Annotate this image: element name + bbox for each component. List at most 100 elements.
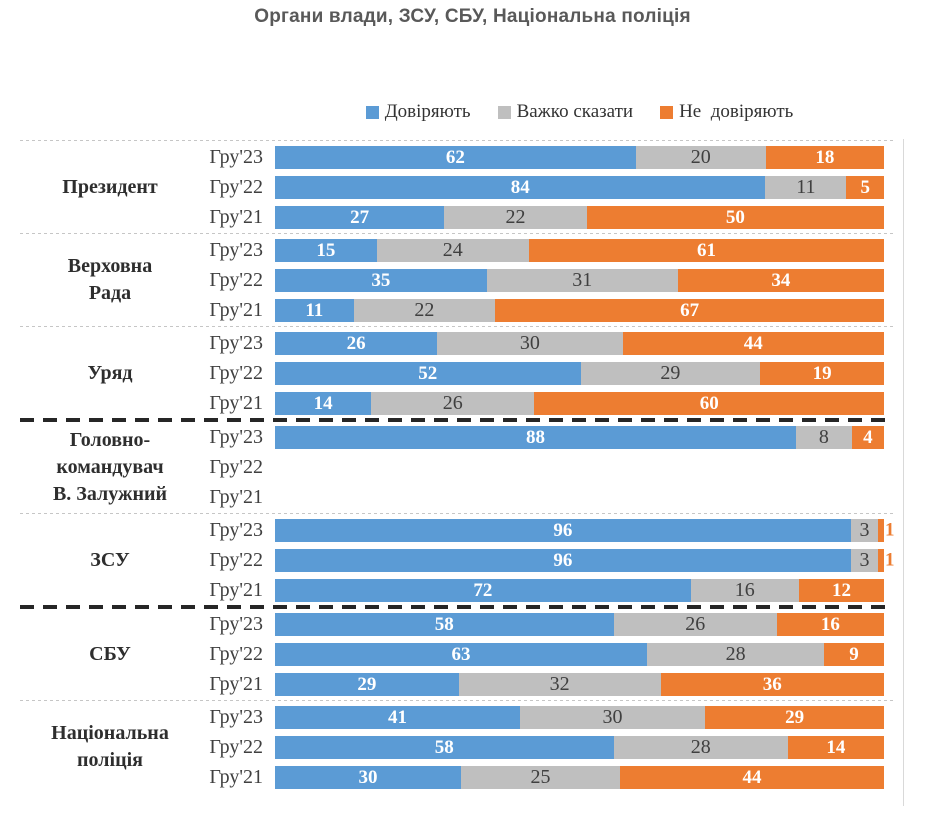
chart-row: Гру'21 30 25 44 xyxy=(200,762,894,792)
bar-segment-trust: 27 xyxy=(275,205,445,229)
stacked-bar: 27 22 50 xyxy=(275,205,884,229)
chart-row: Гру'22 84 11 5 xyxy=(200,172,894,202)
segment-value: 67 xyxy=(680,299,700,321)
bar-segment-distrust: 16 xyxy=(776,612,884,636)
segment-value: 36 xyxy=(762,673,782,695)
stacked-bar xyxy=(275,456,884,479)
legend-label-distrust: Не довіряють xyxy=(679,101,794,122)
bar-segment-hard-to-say: 3 xyxy=(850,518,879,542)
separator-dotted-line xyxy=(20,140,894,141)
segment-value: 28 xyxy=(725,643,746,665)
segment-value: 12 xyxy=(831,579,851,601)
group-rows: Гру'23 96 3 1 Гру'22 96 3 1 Гру'21 72 16 12 xyxy=(200,515,895,605)
group-label: Головно- командувач В. Залужний xyxy=(52,428,168,505)
segment-value: 22 xyxy=(505,206,526,228)
segment-value: 1 xyxy=(885,519,895,541)
bar-segment-hard-to-say: 30 xyxy=(437,331,623,355)
bar-segment-hard-to-say: 26 xyxy=(613,612,777,636)
group-5: СБУ Гру'23 58 26 16 Гру'22 63 28 9 Гру'21 29 32 36 xyxy=(20,609,894,699)
segment-value: 44 xyxy=(742,766,762,788)
bar-segment-trust: 52 xyxy=(275,361,581,385)
chart-title: Органи влади, ЗСУ, СБУ, Національна полі… xyxy=(254,6,691,27)
bar-segment-hard-to-say: 20 xyxy=(635,145,766,169)
segment-value: 24 xyxy=(442,239,463,261)
chart-row: Гру'23 26 30 44 xyxy=(200,328,894,358)
stacked-bar: 41 30 29 xyxy=(275,705,884,729)
segment-value: 3 xyxy=(859,519,870,541)
period-label: Гру'21 xyxy=(209,391,263,414)
period-label: Гру'22 xyxy=(209,548,263,571)
chart-row: Гру'22 xyxy=(200,452,894,482)
segment-value: 20 xyxy=(690,146,711,168)
segment-value: 26 xyxy=(346,332,366,354)
chart-row: Гру'22 35 31 34 xyxy=(200,265,894,295)
period-label: Гру'23 xyxy=(209,612,263,635)
segment-value: 29 xyxy=(660,362,681,384)
segment-value: 29 xyxy=(785,706,805,728)
segment-value: 16 xyxy=(820,613,840,635)
segment-value: 61 xyxy=(696,239,716,261)
chart-row: Гру'22 63 28 9 xyxy=(200,639,894,669)
bar-segment-trust: 58 xyxy=(275,735,614,759)
period-label: Гру'22 xyxy=(209,175,263,198)
period-label: Гру'21 xyxy=(209,298,263,321)
stacked-bar: 11 22 67 xyxy=(275,298,884,322)
group-rows: Гру'23 15 24 61 Гру'22 35 31 34 Гру'21 11 22 67 xyxy=(200,235,894,325)
bar-segment-trust: 88 xyxy=(275,425,797,449)
segment-value: 30 xyxy=(519,332,540,354)
bar-segment-hard-to-say: 30 xyxy=(519,705,706,729)
bar-segment-distrust: 36 xyxy=(660,672,884,696)
chart-row: Гру'23 88 8 4 xyxy=(200,422,894,452)
bar-segment-trust: 62 xyxy=(275,145,636,169)
segment-value: 4 xyxy=(863,426,873,448)
segment-value: 88 xyxy=(526,426,546,448)
bar-segment-trust: 72 xyxy=(275,578,691,602)
bar-segment-distrust: 4 xyxy=(851,425,884,449)
bar-segment-trust: 26 xyxy=(275,331,438,355)
group-label: ЗСУ xyxy=(90,548,130,571)
bar-segment-hard-to-say: 25 xyxy=(460,765,621,789)
bar-segment-hard-to-say: 11 xyxy=(765,175,847,199)
segment-value: 29 xyxy=(357,673,377,695)
stacked-bar: 35 31 34 xyxy=(275,268,884,292)
group-label: Уряд xyxy=(87,361,133,384)
bar-segment-trust: 29 xyxy=(275,672,459,696)
legend-swatch-trust-icon xyxy=(365,105,379,119)
chart-row: Гру'23 15 24 61 xyxy=(200,235,894,265)
chart-row: Гру'23 96 3 1 xyxy=(200,515,895,545)
legend-label-hard-to-say: Важко сказати xyxy=(516,101,634,122)
period-label: Гру'23 xyxy=(209,425,263,448)
bar-segment-hard-to-say: 31 xyxy=(486,268,678,292)
chart-row: Гру'22 52 29 19 xyxy=(200,358,894,388)
segment-value: 25 xyxy=(530,766,551,788)
chart-row: Гру'23 41 30 29 xyxy=(200,702,894,732)
bar-segment-distrust: 44 xyxy=(620,765,884,789)
chart-row: Гру'21 11 22 67 xyxy=(200,295,894,325)
stacked-bar: 96 3 1 xyxy=(275,518,895,542)
stacked-bar: 29 32 36 xyxy=(275,672,884,696)
stacked-bar: 52 29 19 xyxy=(275,361,884,385)
bar-segment-trust: 41 xyxy=(275,705,520,729)
group-rows: Гру'23 58 26 16 Гру'22 63 28 9 Гру'21 29 32 36 xyxy=(200,609,894,699)
segment-value: 18 xyxy=(815,146,835,168)
separator-thick-line xyxy=(20,418,894,422)
segment-value: 41 xyxy=(387,706,407,728)
segment-value: 9 xyxy=(849,643,859,665)
period-label: Гру'21 xyxy=(209,765,263,788)
stacked-bar: 26 30 44 xyxy=(275,331,884,355)
chart-row: Гру'22 96 3 1 xyxy=(200,545,895,575)
segment-value: 44 xyxy=(743,332,763,354)
bar-segment-hard-to-say: 22 xyxy=(444,205,587,229)
period-label: Гру'21 xyxy=(209,205,263,228)
segment-value: 34 xyxy=(771,269,791,291)
bar-segment-distrust: 5 xyxy=(846,175,884,199)
group-6: Національна поліція Гру'23 41 30 29 Гру'22 58 2… xyxy=(20,702,894,792)
segment-value: 60 xyxy=(699,392,719,414)
group-2: Уряд Гру'23 26 30 44 Гру'22 52 29 19 Гру'21 14 26 60 xyxy=(20,328,894,418)
segment-value: 50 xyxy=(725,206,745,228)
chart-row: Гру'23 62 20 18 xyxy=(200,142,894,172)
segment-value: 19 xyxy=(812,362,832,384)
bar-segment-trust: 63 xyxy=(275,642,648,666)
group-rows: Гру'23 62 20 18 Гру'22 84 11 5 Гру'21 27 22 50 xyxy=(200,142,894,232)
bar-segment-hard-to-say: 26 xyxy=(371,391,535,415)
